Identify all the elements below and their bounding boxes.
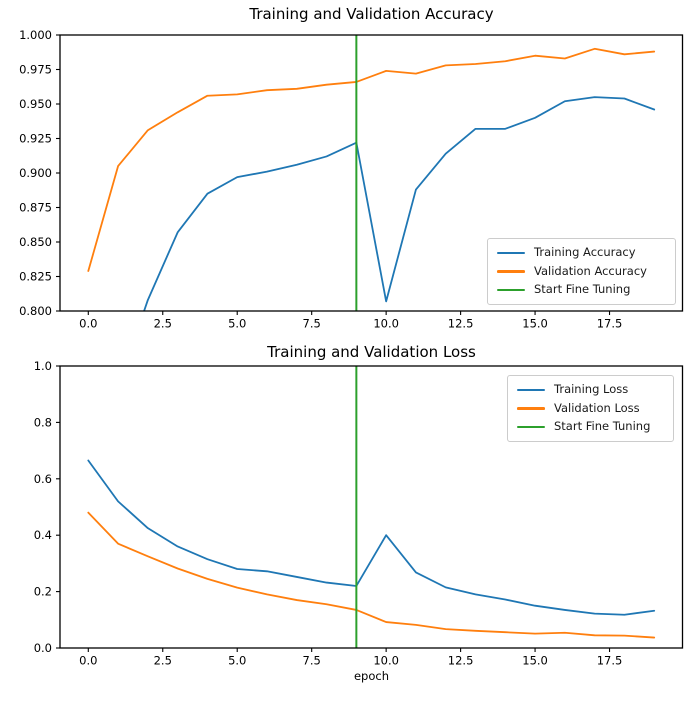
validation-accuracy-line-swatch — [497, 270, 525, 273]
y-tick-label: 0.925 — [19, 132, 52, 146]
y-tick-label: 0.950 — [19, 97, 52, 111]
x-tick-label: 2.5 — [154, 317, 172, 331]
legend-item-start-fine-tuning: Start Fine Tuning — [517, 418, 664, 436]
x-tick-label: 17.5 — [597, 317, 623, 331]
training-loss-line-swatch — [517, 388, 545, 392]
training-accuracy-line-swatch — [497, 251, 525, 255]
legend-item-start-fine-tuning: Start Fine Tuning — [497, 281, 666, 299]
epoch-axis-label: epoch — [353, 669, 390, 683]
legend-item-validation-loss: Validation Loss — [517, 399, 664, 417]
x-tick-label: 12.5 — [448, 654, 474, 668]
legend-item-training-accuracy: Training Accuracy — [497, 244, 666, 262]
x-tick-label: 10.0 — [373, 317, 399, 331]
axis-ticks — [56, 34, 611, 315]
training-accuracy-line — [143, 96, 656, 311]
x-tick-label: 7.5 — [303, 317, 321, 331]
validation-loss-line-swatch — [517, 407, 545, 410]
axes-spines — [59, 365, 684, 649]
y-tick-label: 0.875 — [19, 201, 52, 215]
legend-label: Start Fine Tuning — [534, 282, 631, 297]
axis-ticks — [56, 365, 611, 652]
x-tick-label: 5.0 — [228, 317, 246, 331]
validation-loss-line — [87, 511, 656, 639]
y-tick-label: 0.8 — [34, 415, 52, 429]
y-tick-label: 0.825 — [19, 270, 52, 284]
y-tick-label: 0.2 — [34, 585, 52, 599]
legend-item-training-loss: Training Loss — [517, 381, 664, 399]
training-and-validation-loss-chart: 0.0 2.5 5.0 7.5 10.0 12.5 15.0 17.5 0.0 0.2 0.4 0.6… — [34, 359, 684, 668]
legend-label: Training Accuracy — [534, 245, 636, 260]
y-tick-label: 0.6 — [34, 472, 52, 486]
x-tick-label: 5.0 — [228, 654, 246, 668]
fine-tuning-line-swatch — [497, 288, 525, 292]
x-tick-label: 2.5 — [154, 654, 172, 668]
legend-item-validation-accuracy: Validation Accuracy — [497, 262, 666, 280]
training-and-validation-accuracy-chart: 0.0 2.5 5.0 7.5 10.0 12.5 15.0 17.5 0.800 0.825 0.… — [19, 28, 684, 331]
x-tick-label: 17.5 — [597, 654, 623, 668]
axis-tick-labels: 0.0 2.5 5.0 7.5 10.0 12.5 15.0 17.5 0.800 0.825 0.… — [19, 28, 622, 331]
axes-spines — [59, 34, 684, 312]
fine-tuning-line-swatch — [517, 425, 545, 429]
x-tick-label: 0.0 — [79, 317, 97, 331]
y-tick-label: 0.0 — [34, 641, 52, 655]
accuracy-chart-title: Training and Validation Accuracy — [249, 5, 494, 23]
x-tick-label: 10.0 — [373, 654, 399, 668]
x-tick-label: 0.0 — [79, 654, 97, 668]
legend-label: Start Fine Tuning — [554, 419, 651, 434]
loss-legend: Training Loss Validation Loss Start Fine… — [507, 375, 674, 442]
accuracy-legend: Training Accuracy Validation Accuracy St… — [487, 238, 676, 305]
legend-label: Training Loss — [554, 382, 629, 397]
y-tick-label: 0.800 — [19, 304, 52, 318]
legend-label: Validation Accuracy — [534, 263, 647, 278]
training-loss-line — [87, 459, 656, 616]
loss-chart-title: Training and Validation Loss — [267, 343, 476, 361]
y-tick-label: 0.4 — [34, 528, 52, 542]
legend-label: Validation Loss — [554, 400, 640, 415]
y-tick-label: 0.975 — [19, 63, 52, 77]
validation-accuracy-line — [87, 47, 656, 272]
x-tick-label: 15.0 — [522, 317, 548, 331]
x-tick-label: 7.5 — [303, 654, 321, 668]
x-tick-label: 12.5 — [448, 317, 474, 331]
x-tick-label: 15.0 — [522, 654, 548, 668]
y-tick-label: 0.900 — [19, 166, 52, 180]
y-tick-label: 1.0 — [34, 359, 52, 373]
y-tick-label: 1.000 — [19, 28, 52, 42]
axis-tick-labels: 0.0 2.5 5.0 7.5 10.0 12.5 15.0 17.5 0.0 0.2 0.4 0.6… — [34, 359, 623, 668]
y-tick-label: 0.850 — [19, 235, 52, 249]
